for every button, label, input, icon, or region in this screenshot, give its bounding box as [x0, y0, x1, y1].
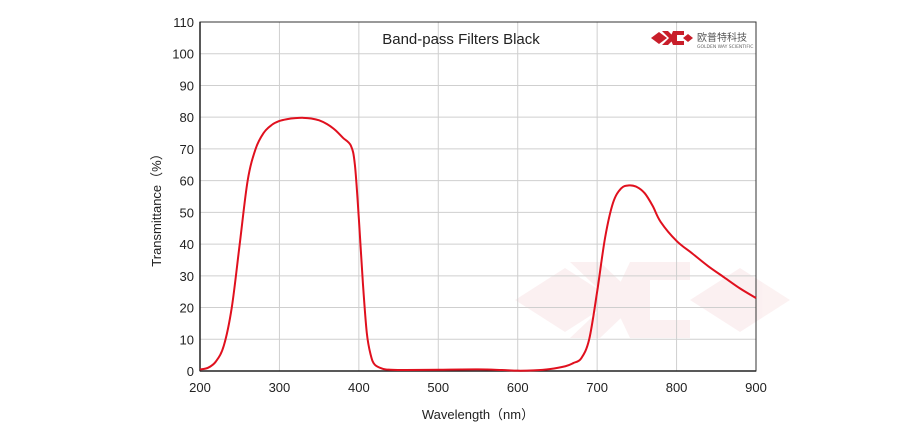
x-tick-labels: 200 300 400 500 600 700 800 900	[189, 380, 767, 395]
y-tick-label: 50	[180, 205, 194, 220]
y-axis-title: Transmittance（%）	[149, 147, 164, 266]
y-tick-label: 20	[180, 301, 194, 316]
x-tick-label: 500	[427, 380, 449, 395]
y-tick-labels: 0 10 20 30 40 50 60 70 80 90 100 110	[172, 15, 194, 379]
y-tick-label: 80	[180, 110, 194, 125]
x-tick-label: 700	[586, 380, 608, 395]
brand-logo-cn-text: 欧普特科技	[697, 31, 747, 44]
watermark-logo	[515, 262, 790, 338]
series-line	[199, 116, 757, 372]
y-tick-label: 100	[172, 47, 194, 62]
plot-frame	[199, 21, 757, 372]
plot-border	[199, 21, 757, 372]
y-tick-label: 10	[180, 332, 194, 347]
x-tick-label: 600	[507, 380, 529, 395]
series-group	[199, 116, 757, 372]
y-tick-label: 90	[180, 78, 194, 93]
grid-lines	[199, 21, 757, 372]
y-tick-label: 60	[180, 174, 194, 189]
brand-logo: 欧普特科技 GOLDEN WAY SCIENTIFIC	[651, 31, 753, 50]
x-tick-label: 200	[189, 380, 211, 395]
x-tick-label: 300	[269, 380, 291, 395]
x-tick-label: 900	[745, 380, 767, 395]
x-axis-title: Wavelength（nm）	[422, 407, 534, 422]
x-tick-label: 400	[348, 380, 370, 395]
y-tick-label: 40	[180, 237, 194, 252]
y-tick-label: 110	[173, 15, 194, 30]
x-tick-label: 800	[666, 380, 688, 395]
chart-title: Band-pass Filters Black	[382, 31, 540, 48]
brand-logo-en-text: GOLDEN WAY SCIENTIFIC	[697, 44, 753, 50]
y-tick-label: 30	[180, 269, 194, 284]
y-tick-label: 0	[187, 364, 194, 379]
brand-logo-mark	[651, 31, 693, 45]
y-tick-label: 70	[180, 142, 194, 157]
